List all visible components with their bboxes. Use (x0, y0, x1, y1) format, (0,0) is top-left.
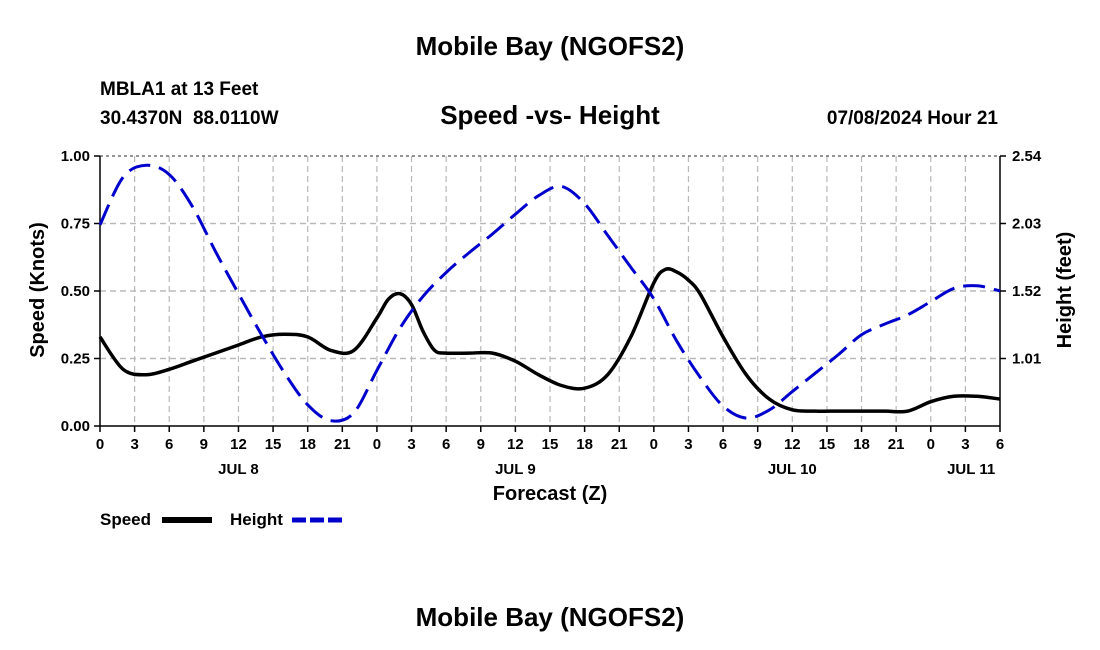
x-tick-label: 9 (200, 436, 208, 453)
date-label: JUL 9 (495, 461, 536, 478)
x-tick-label: 0 (96, 436, 104, 453)
x-tick-label: 12 (230, 436, 247, 453)
station-label: MBLA1 at 13 Feet (100, 79, 259, 100)
x-tick-label: 15 (819, 436, 836, 453)
coordinates-label: 30.4370N 88.0110W (100, 108, 279, 129)
y-axis-left-label: Speed (Knots) (27, 222, 49, 358)
x-tick-label: 18 (299, 436, 316, 453)
x-tick-label: 0 (373, 436, 381, 453)
x-tick-label: 21 (611, 436, 628, 453)
y-left-tick-label: 1.00 (61, 148, 90, 165)
y-axis-right-label: Height (feet) (1054, 232, 1076, 349)
date-label: JUL 10 (768, 461, 817, 478)
x-tick-label: 9 (477, 436, 485, 453)
date-label: JUL 11 (947, 461, 995, 478)
date-label: JUL 8 (218, 461, 259, 478)
legend-height-label: Height (230, 510, 283, 529)
x-tick-label: 18 (853, 436, 870, 453)
x-tick-label: 6 (165, 436, 173, 453)
legend: Speed Height (100, 510, 342, 529)
x-tick-label: 0 (927, 436, 935, 453)
x-tick-label: 18 (576, 436, 593, 453)
x-tick-label: 6 (996, 436, 1004, 453)
grid (100, 156, 1000, 426)
datetime-label: 07/08/2024 Hour 21 (827, 108, 999, 129)
x-tick-label: 6 (442, 436, 450, 453)
height-line (98, 163, 1001, 423)
series-lines (98, 163, 1001, 423)
chart-title: Mobile Bay (NGOFS2) (416, 31, 685, 61)
x-tick-label: 21 (888, 436, 905, 453)
chart-subtitle: Speed -vs- Height (440, 100, 660, 130)
tick-labels: 0 3 6 9 12 15 18 21 0 3 6 9 12 15 18 21 0 3 6 9 12 15 18 21 0 3 6J… (61, 148, 1042, 478)
x-tick-label: 3 (684, 436, 692, 453)
x-axis-label: Forecast (Z) (493, 483, 607, 505)
x-tick-label: 12 (784, 436, 801, 453)
footer-title: Mobile Bay (NGOFS2) (416, 602, 685, 632)
y-left-tick-label: 0.50 (61, 283, 90, 300)
x-tick-label: 3 (961, 436, 969, 453)
x-tick-label: 6 (719, 436, 727, 453)
y-right-tick-label: 1.52 (1012, 283, 1041, 300)
y-left-tick-label: 0.25 (61, 351, 90, 368)
x-tick-label: 21 (334, 436, 351, 453)
x-tick-label: 9 (754, 436, 762, 453)
x-tick-label: 15 (542, 436, 559, 453)
x-tick-label: 3 (407, 436, 415, 453)
y-left-tick-label: 0.00 (61, 418, 90, 435)
y-right-tick-label: 2.03 (1012, 216, 1041, 233)
speed-line (98, 267, 1001, 414)
y-left-tick-label: 0.75 (61, 216, 90, 233)
y-right-tick-label: 2.54 (1012, 148, 1042, 165)
y-right-tick-label: 1.01 (1012, 351, 1041, 368)
x-tick-label: 3 (130, 436, 138, 453)
x-tick-label: 15 (265, 436, 282, 453)
x-tick-label: 12 (507, 436, 524, 453)
x-tick-label: 0 (650, 436, 658, 453)
legend-speed-label: Speed (100, 510, 151, 529)
